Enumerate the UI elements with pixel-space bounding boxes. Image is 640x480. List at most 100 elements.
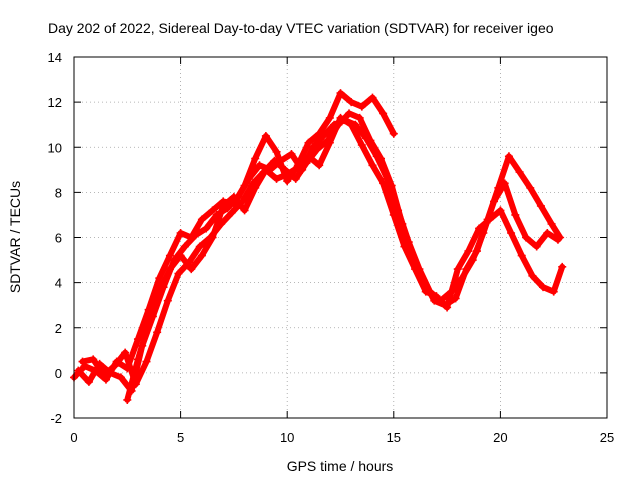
data-point xyxy=(208,206,217,215)
data-point xyxy=(121,348,130,357)
data-point xyxy=(165,265,174,274)
data-point xyxy=(251,154,260,163)
data-point xyxy=(496,206,505,215)
data-point xyxy=(504,152,513,161)
data-point xyxy=(313,145,322,154)
data-point xyxy=(287,150,296,159)
data-point xyxy=(270,156,279,165)
data-point xyxy=(325,138,334,147)
y-tick-label: 14 xyxy=(48,50,62,65)
data-point xyxy=(123,395,132,404)
data-point xyxy=(347,120,356,129)
series-line xyxy=(71,90,397,383)
x-tick-label: 0 xyxy=(70,430,77,445)
data-point xyxy=(176,251,185,260)
data-point xyxy=(539,283,548,292)
data-point xyxy=(558,262,567,271)
data-point xyxy=(556,233,565,242)
y-axis-ticks: -2 0 2 4 6 8 10 12 14 xyxy=(48,50,607,426)
data-point xyxy=(485,215,494,224)
x-tick-label: 20 xyxy=(493,430,507,445)
data-point xyxy=(116,373,125,382)
data-point xyxy=(347,98,356,107)
y-tick-label: 0 xyxy=(55,366,62,381)
x-tick-label: 5 xyxy=(177,430,184,445)
y-tick-label: 6 xyxy=(55,231,62,246)
data-point xyxy=(543,228,552,237)
data-point xyxy=(494,183,503,192)
data-point xyxy=(191,231,200,240)
data-point xyxy=(379,109,388,118)
data-point xyxy=(304,152,313,161)
x-tick-label: 25 xyxy=(600,430,614,445)
data-series xyxy=(70,89,567,404)
data-point xyxy=(261,131,270,140)
series-line xyxy=(124,114,566,403)
data-point xyxy=(526,183,535,192)
data-point xyxy=(180,242,189,251)
data-point xyxy=(357,140,366,149)
data-point xyxy=(133,335,142,344)
data-point xyxy=(99,371,108,380)
data-point xyxy=(155,287,164,296)
data-point xyxy=(195,242,204,251)
data-point xyxy=(202,224,211,233)
data-point xyxy=(133,355,142,364)
data-point xyxy=(377,154,386,163)
data-point xyxy=(517,251,526,260)
series-track-4 xyxy=(123,113,567,404)
y-tick-label: 2 xyxy=(55,321,62,336)
data-point xyxy=(432,292,441,301)
y-tick-label: 8 xyxy=(55,185,62,200)
data-point xyxy=(464,247,473,256)
data-point xyxy=(219,201,228,210)
data-point xyxy=(142,357,151,366)
data-point xyxy=(153,328,162,337)
plot-frame xyxy=(73,56,608,419)
data-point xyxy=(472,247,481,256)
data-point xyxy=(272,147,281,156)
series-track-3 xyxy=(78,109,565,389)
data-point xyxy=(475,224,484,233)
data-point xyxy=(521,233,530,242)
chart-title: Day 202 of 2022, Sidereal Day-to-day VTE… xyxy=(48,20,554,36)
series-line xyxy=(79,110,564,388)
data-point xyxy=(507,228,516,237)
data-point xyxy=(536,201,545,210)
data-point xyxy=(84,377,93,386)
data-point xyxy=(174,269,183,278)
data-point xyxy=(511,210,520,219)
data-point xyxy=(547,219,556,228)
data-point xyxy=(368,161,377,170)
data-point xyxy=(293,163,302,172)
data-point xyxy=(528,271,537,280)
y-axis-label: SDTVAR / TECUs xyxy=(7,181,23,293)
series-track-1 xyxy=(70,89,398,384)
data-point xyxy=(411,265,420,274)
data-point xyxy=(366,136,375,145)
data-point xyxy=(451,294,460,303)
data-point xyxy=(400,242,409,251)
data-point xyxy=(155,274,164,283)
data-point xyxy=(89,355,98,364)
data-point xyxy=(261,165,270,174)
data-point xyxy=(229,192,238,201)
data-point xyxy=(176,228,185,237)
data-point xyxy=(165,251,174,260)
data-point xyxy=(240,206,249,215)
data-point xyxy=(283,177,292,186)
data-point xyxy=(244,174,253,183)
data-point xyxy=(272,174,281,183)
x-axis-ticks: 0 5 10 15 20 25 xyxy=(70,57,614,445)
y-tick-label: 4 xyxy=(55,276,62,291)
data-point xyxy=(421,287,430,296)
data-point xyxy=(336,89,345,98)
data-point xyxy=(462,265,471,274)
data-point xyxy=(74,366,83,375)
data-point xyxy=(515,168,524,177)
data-point xyxy=(251,183,260,192)
data-point xyxy=(283,170,292,179)
data-point xyxy=(315,161,324,170)
data-point xyxy=(389,210,398,219)
